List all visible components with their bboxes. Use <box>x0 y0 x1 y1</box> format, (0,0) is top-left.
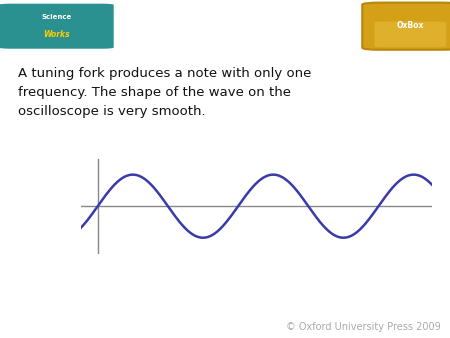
FancyBboxPatch shape <box>362 3 450 50</box>
Text: Science: Science <box>41 14 72 20</box>
Text: © Oxford University Press 2009: © Oxford University Press 2009 <box>286 322 441 332</box>
Text: 11.5b Harmonics: 11.5b Harmonics <box>137 16 308 34</box>
Text: Works: Works <box>43 29 70 39</box>
FancyBboxPatch shape <box>0 3 115 50</box>
Text: OxBox: OxBox <box>397 21 424 30</box>
FancyBboxPatch shape <box>374 22 446 47</box>
Text: A tuning fork produces a note with only one
frequency. The shape of the wave on : A tuning fork produces a note with only … <box>18 67 311 118</box>
